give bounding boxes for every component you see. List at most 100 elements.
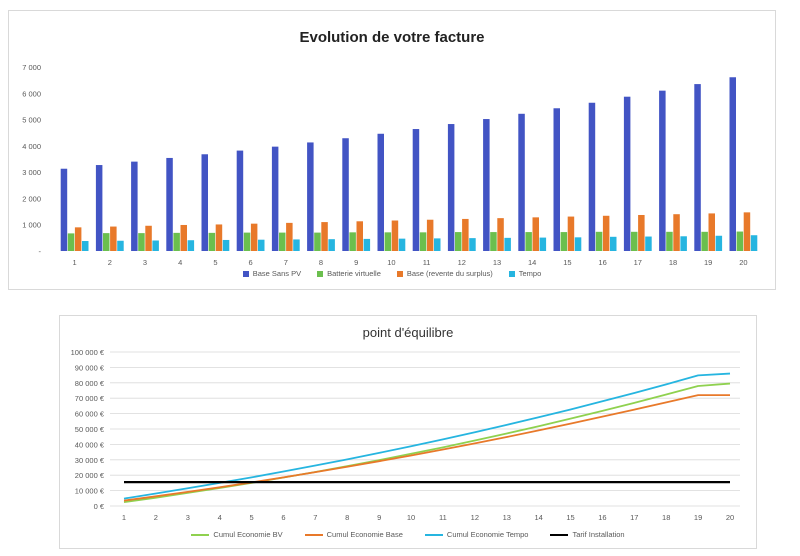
bar-tempo (82, 241, 89, 251)
bar-tempo (398, 238, 406, 251)
bar-base-revente-du-surplus (497, 218, 504, 251)
bar-base-sans-pv (95, 165, 103, 251)
bar-tempo (469, 238, 476, 251)
bar-batterie-virtuelle (525, 232, 532, 251)
x-tick-label: 15 (563, 258, 571, 267)
bar-base-sans-pv (518, 113, 525, 251)
bar-tempo (504, 237, 511, 251)
bar-base-revente-du-surplus (356, 221, 363, 251)
bar-batterie-virtuelle (173, 232, 180, 251)
bar-base-sans-pv (729, 77, 736, 251)
x-tick-label: 17 (630, 513, 638, 522)
x-tick-label: 15 (566, 513, 574, 522)
chart-title: Evolution de votre facture (299, 29, 485, 46)
y-tick-label: 7 000 (22, 63, 41, 72)
x-tick-label: 20 (739, 258, 747, 267)
legend-item: Base (revente du surplus) (396, 269, 493, 278)
legend-label: Tarif Installation (572, 530, 625, 539)
line-cumul-economie-base (123, 394, 730, 502)
bar-batterie-virtuelle (736, 231, 744, 251)
legend-label: Cumul Economie BV (213, 530, 283, 539)
bar-base-sans-pv (694, 84, 701, 251)
y-tick-label: - (39, 247, 42, 256)
bar-base-revente-du-surplus (110, 226, 117, 251)
y-tick-label: 90 000 € (75, 363, 105, 372)
legend-label: Cumul Economie Base (326, 530, 403, 539)
bar-tempo (434, 238, 441, 251)
x-tick-label: 14 (534, 513, 542, 522)
x-tick-label: 17 (634, 258, 642, 267)
y-tick-label: 6 000 (22, 89, 41, 98)
y-tick-label: 5 000 (22, 116, 41, 125)
chart-title: point d'équilibre (362, 325, 454, 340)
bar-batterie-virtuelle (67, 233, 75, 251)
bar-tempo (152, 240, 159, 251)
x-tick-label: 3 (143, 258, 147, 267)
x-tick-label: 3 (186, 513, 190, 522)
x-tick-label: 13 (493, 258, 501, 267)
bar-tempo (363, 238, 371, 251)
bar-base-revente-du-surplus (250, 223, 258, 251)
bar-base-revente-du-surplus (743, 212, 751, 251)
bar-batterie-virtuelle (631, 231, 638, 251)
bar-batterie-virtuelle (314, 232, 321, 251)
bar-batterie-virtuelle (455, 232, 462, 251)
bar-base-revente-du-surplus (145, 225, 152, 251)
legend-label: Cumul Economie Tempo (446, 530, 529, 539)
legend-item: Cumul Economie Tempo (424, 530, 529, 539)
bar-base-sans-pv (588, 102, 596, 252)
x-tick-label: 9 (354, 258, 358, 267)
legend-swatch-cumul-bv (191, 533, 210, 536)
legend-label: Base (revente du surplus) (406, 269, 493, 278)
x-tick-label: 7 (313, 513, 317, 522)
bar-tempo (117, 240, 124, 251)
legend-swatch-tarif-installation (550, 533, 569, 536)
x-tick-label: 10 (387, 258, 395, 267)
bar-batterie-virtuelle (243, 232, 251, 251)
y-tick-label: 70 000 € (75, 394, 105, 403)
bar-base-sans-pv (483, 119, 490, 251)
legend-item: Tempo (508, 269, 542, 278)
legend-label: Tempo (518, 269, 542, 278)
bar-tempo (680, 236, 687, 251)
bar-base-sans-pv (623, 96, 631, 252)
x-tick-label: 7 (284, 258, 288, 267)
x-tick-label: 16 (598, 258, 606, 267)
bar-base-revente-du-surplus (567, 216, 575, 251)
bar-base-sans-pv (307, 142, 314, 251)
bar-base-revente-du-surplus (180, 224, 187, 251)
bar-batterie-virtuelle (701, 231, 708, 251)
bar-batterie-virtuelle (384, 232, 392, 251)
x-tick-label: 2 (154, 513, 158, 522)
y-tick-label: 60 000 € (75, 410, 105, 419)
bar-base-revente-du-surplus (462, 218, 469, 251)
legend-label: Base Sans PV (252, 269, 302, 278)
bar-tempo (574, 237, 582, 251)
x-tick-label: 12 (471, 513, 479, 522)
bar-base-revente-du-surplus (74, 227, 82, 251)
bar-base-sans-pv (166, 157, 173, 251)
x-tick-label: 16 (598, 513, 606, 522)
y-tick-label: 3 000 (22, 168, 41, 177)
x-tick-label: 20 (726, 513, 734, 522)
x-tick-label: 18 (662, 513, 670, 522)
y-tick-label: 10 000 € (75, 487, 105, 496)
x-tick-label: 14 (528, 258, 536, 267)
bar-batterie-virtuelle (490, 232, 497, 251)
bar-base-revente-du-surplus (708, 213, 715, 251)
legend-swatch-base-revente (396, 270, 403, 277)
x-tick-label: 8 (345, 513, 349, 522)
bar-base-revente-du-surplus (321, 222, 328, 251)
y-tick-label: 50 000 € (75, 425, 105, 434)
line-cumul-economie-tempo (123, 372, 731, 500)
legend-swatch-cumul-tempo (424, 533, 443, 536)
legend-swatch-base-sans-pv (242, 270, 249, 277)
x-tick-label: 5 (213, 258, 217, 267)
x-tick-label: 5 (249, 513, 253, 522)
x-tick-label: 6 (281, 513, 285, 522)
bar-tempo (539, 237, 547, 251)
bar-base-sans-pv (201, 154, 208, 251)
bar-batterie-virtuelle (666, 231, 673, 251)
bar-tempo (328, 239, 335, 251)
x-tick-label: 6 (249, 258, 253, 267)
